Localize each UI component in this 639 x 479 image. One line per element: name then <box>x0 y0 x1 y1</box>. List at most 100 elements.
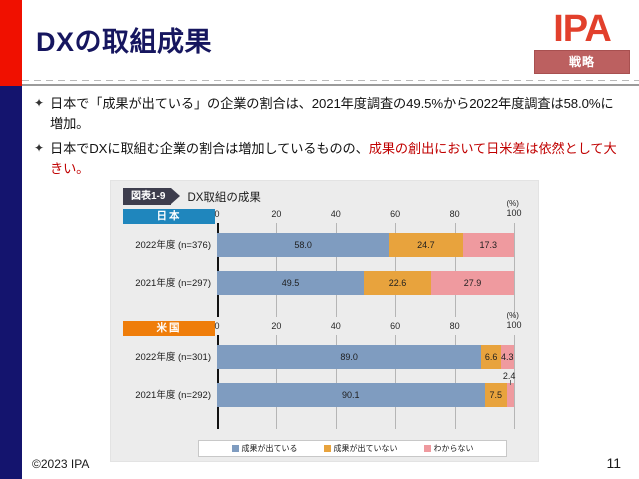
chart-gridline <box>514 223 515 317</box>
axis-unit-caption: (%) 100 <box>506 199 521 218</box>
bar-value-label: 22.6 <box>388 278 407 288</box>
left-accent-bar-red <box>0 0 22 86</box>
callout-leader-line <box>510 380 512 385</box>
bar-segment: 27.9 <box>431 271 514 295</box>
bar-row-label: 2022年度 (n=301) <box>135 352 211 363</box>
bar-segment: 4.3 <box>500 345 514 369</box>
bullet-text-plain: 日本で「成果が出ている」の企業の割合は、2021年度調査の49.5%から2022… <box>50 96 614 131</box>
left-accent-bar-navy <box>0 86 22 479</box>
bar-segment: 2.4 <box>503 371 515 407</box>
bar-value-callout: 2.4 <box>502 371 516 381</box>
x-axis-tick-label: 60 <box>390 321 401 331</box>
legend-item: 成果が出ている <box>231 443 298 454</box>
chart-bar-row: 2021年度 (n=292) 90.1 7.5 2.4 <box>135 371 515 407</box>
bar-value-label: 58.0 <box>294 240 312 250</box>
header-rule <box>22 84 639 86</box>
x-axis-tick-label: 100 <box>506 320 522 330</box>
figure-panel: 図表1-9 DX取組の成果 日本 0 20 40 60 80 (%) 100 2022年度 (n… <box>110 180 539 462</box>
axis-unit-caption: (%) 100 <box>506 311 521 330</box>
chart-bar-row: 2021年度 (n=297) 49.5 22.6 27.9 <box>135 271 514 295</box>
legend-swatch-icon <box>231 445 239 452</box>
bar-value-label: 90.1 <box>342 390 360 400</box>
legend-label: わからない <box>433 444 474 453</box>
chart-gridline <box>395 223 397 317</box>
bar-value-label: 4.3 <box>501 352 514 362</box>
bar-segment: 24.7 <box>389 233 463 257</box>
bar-segment: 7.5 <box>484 383 507 407</box>
bullet-marker-icon: ✦ <box>34 141 45 155</box>
bar-value-label: 89.0 <box>340 352 358 362</box>
chart-axis-area: 0 20 40 60 80 (%) 100 2022年度 (n=376) 58.0 24.7 17.… <box>135 199 527 317</box>
bullet-text-emphasis: 成果の創出において日米差は依然として大きい。 <box>50 141 617 176</box>
legend-item: わからない <box>423 443 474 454</box>
bar-row-label: 2021年度 (n=297) <box>135 278 211 289</box>
page-number: 11 <box>606 455 621 471</box>
legend-swatch-icon <box>323 445 331 452</box>
bar-segment: 17.3 <box>462 233 514 257</box>
figure-header: 図表1-9 DX取組の成果 <box>123 188 261 205</box>
title-band: DXの取組成果 <box>22 0 639 86</box>
ipa-logo: IPA 戦略 <box>534 10 630 76</box>
figure-tag: 図表1-9 <box>123 188 181 205</box>
bullet-item: ✦ 日本でDXに取組む企業の割合は増加しているものの、成果の創出において日米差は依… <box>34 139 626 178</box>
chart-gridline <box>335 223 337 317</box>
page-title: DXの取組成果 <box>36 27 213 57</box>
chart-gridline <box>335 335 337 429</box>
bullet-marker-icon: ✦ <box>34 96 45 110</box>
legend-label: 成果が出ていない <box>333 444 398 453</box>
bar-segment: 58.0 <box>217 233 390 257</box>
bar-segment: 49.5 <box>217 271 364 295</box>
x-axis-tick-label: 80 <box>449 209 460 219</box>
legend-swatch-icon <box>423 445 431 452</box>
axis-unit-percent: (%) <box>506 199 519 208</box>
bullet-text: 日本でDXに取組む企業の割合は増加しているものの、成果の創出において日米差は依然… <box>50 139 626 178</box>
chart-bar-row: 2022年度 (n=301) 89.0 6.6 4.3 <box>135 345 514 369</box>
bar-row-label: 2022年度 (n=376) <box>135 240 211 251</box>
bar-value-label: 7.5 <box>489 390 502 400</box>
region-badge-us: 米国 <box>123 321 215 336</box>
bullet-list: ✦ 日本で「成果が出ている」の企業の割合は、2021年度調査の49.5%から202… <box>34 94 626 184</box>
bar-value-label: 49.5 <box>281 278 300 288</box>
x-axis-tick-label: 20 <box>271 209 282 219</box>
x-axis-tick-label: 40 <box>330 209 341 219</box>
axis-unit-percent: (%) <box>506 311 519 320</box>
chart-gridline <box>276 335 278 429</box>
x-axis-tick-label: 60 <box>390 209 401 219</box>
figure-title: DX取組の成果 <box>187 191 261 204</box>
x-axis-tick-labels: 0 20 40 60 80 (%) 100 <box>214 199 521 222</box>
bar-segment: 89.0 <box>217 345 482 369</box>
bar-value-label: 27.9 <box>463 278 482 288</box>
ipa-logo-mark: IPA <box>553 8 612 50</box>
chart-axis-area: 0 20 40 60 80 (%) 100 2022年度 (n=301) 89.0 6.6 4.3 2… <box>135 311 527 429</box>
chart-gridline <box>276 223 278 317</box>
x-axis-tick-label: 20 <box>271 321 282 331</box>
bar-segment: 22.6 <box>364 271 432 295</box>
x-axis-tick-label: 0 <box>214 209 220 219</box>
legend-label: 成果が出ている <box>241 444 298 453</box>
bar-row-label: 2021年度 (n=292) <box>135 390 211 401</box>
axis-zero-line <box>217 223 219 317</box>
bullet-item: ✦ 日本で「成果が出ている」の企業の割合は、2021年度調査の49.5%から202… <box>34 94 626 133</box>
chart-bar-row: 2022年度 (n=376) 58.0 24.7 17.3 <box>135 233 514 257</box>
bullet-text-plain: 日本でDXに取組む企業の割合は増加しているものの、 <box>50 141 369 156</box>
x-axis-tick-label: 100 <box>506 208 522 218</box>
legend-item: 成果が出ていない <box>323 443 398 454</box>
x-axis-tick-label: 0 <box>214 321 220 331</box>
x-axis-tick-labels: 0 20 40 60 80 (%) 100 <box>214 311 521 334</box>
bullet-text: 日本で「成果が出ている」の企業の割合は、2021年度調査の49.5%から2022… <box>50 94 626 133</box>
bar-value-label: 17.3 <box>479 240 498 250</box>
ipa-logo-badge: 戦略 <box>534 50 630 74</box>
chart-gridline <box>454 335 456 429</box>
region-badge-japan: 日本 <box>123 209 215 224</box>
bar-segment: 90.1 <box>217 383 485 407</box>
chart-legend: 成果が出ている 成果が出ていない わからない <box>198 440 507 457</box>
copyright-text: ©2023 IPA <box>32 457 90 471</box>
bar-value-label: 24.7 <box>417 240 435 250</box>
axis-zero-line <box>217 335 219 429</box>
bar-value-label: 6.6 <box>484 352 498 362</box>
x-axis-tick-label: 80 <box>449 321 460 331</box>
bar-segment: 6.6 <box>481 345 501 369</box>
x-axis-tick-label: 40 <box>330 321 341 331</box>
chart-gridline <box>395 335 397 429</box>
chart-gridline <box>454 223 456 317</box>
